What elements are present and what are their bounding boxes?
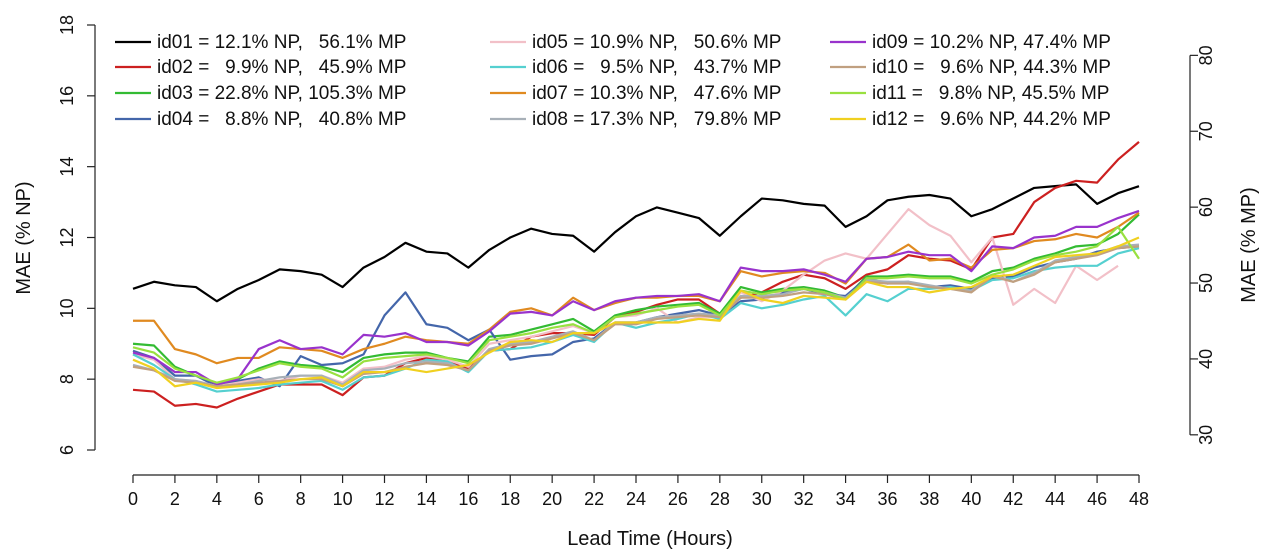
legend-label: id08 = 17.3% NP, 79.8% MP (532, 109, 781, 130)
x-tick-label: 14 (416, 489, 436, 509)
x-tick-label: 44 (1045, 489, 1065, 509)
series-line (133, 211, 1140, 365)
x-tick-label: 12 (374, 489, 394, 509)
y2-tick-label: 50 (1196, 273, 1216, 293)
legend-label: id02 = 9.9% NP, 45.9% MP (157, 57, 406, 78)
x-tick-label: 6 (254, 489, 264, 509)
y2-tick-label: 80 (1196, 45, 1216, 65)
legend-label: id05 = 10.9% NP, 50.6% MP (532, 32, 781, 53)
y-tick-label: 10 (57, 298, 77, 318)
x-tick-label: 16 (458, 489, 478, 509)
x-tick-label: 32 (794, 489, 814, 509)
x-tick-label: 20 (542, 489, 562, 509)
series-line (132, 183, 1140, 303)
x-axis-label: Lead Time (Hours) (567, 528, 733, 550)
x-tick-label: 8 (296, 489, 306, 509)
y2-axis-label: MAE (% MP) (1238, 187, 1260, 303)
legend-label: id04 = 8.8% NP, 40.8% MP (157, 109, 406, 130)
y-tick-label: 8 (57, 374, 77, 384)
legend-label: id10 = 9.6% NP, 44.3% MP (872, 57, 1111, 78)
x-tick-label: 38 (919, 489, 939, 509)
x-tick-label: 42 (1003, 489, 1023, 509)
x-tick-label: 0 (128, 489, 138, 509)
x-tick-label: 22 (584, 489, 604, 509)
series-line (132, 236, 1140, 390)
y2-tick-label: 70 (1196, 121, 1216, 141)
x-tick-label: 26 (668, 489, 688, 509)
legend-label: id11 = 9.8% NP, 45.5% MP (872, 83, 1109, 104)
series-line (132, 225, 1140, 384)
legend-label: id12 = 9.6% NP, 44.2% MP (872, 109, 1111, 130)
series-line (132, 208, 1119, 388)
series-line (132, 141, 1140, 409)
y2-tick-label: 60 (1196, 197, 1216, 217)
x-tick-label: 30 (752, 489, 772, 509)
y-tick-label: 16 (57, 86, 77, 106)
legend-label: id06 = 9.5% NP, 43.7% MP (532, 57, 781, 78)
legend-label: id01 = 12.1% NP, 56.1% MP (157, 32, 406, 53)
x-tick-label: 48 (1129, 489, 1149, 509)
x-tick-label: 4 (212, 489, 222, 509)
legend-label: id07 = 10.3% NP, 47.6% MP (532, 83, 781, 104)
x-tick-label: 10 (333, 489, 353, 509)
y2-tick-label: 30 (1196, 425, 1216, 445)
y-tick-label: 18 (57, 15, 77, 35)
x-tick-label: 36 (877, 489, 897, 509)
y-tick-label: 14 (57, 157, 77, 177)
y-axis-label: MAE (% NP) (13, 181, 35, 294)
series-line (132, 213, 1140, 386)
y2-tick-label: 40 (1196, 349, 1216, 369)
x-tick-label: 2 (170, 489, 180, 509)
x-tick-label: 34 (836, 489, 856, 509)
x-tick-label: 28 (710, 489, 730, 509)
y-tick-label: 6 (57, 445, 77, 455)
x-tick-label: 24 (626, 489, 646, 509)
x-tick-label: 46 (1087, 489, 1107, 509)
legend-label: id03 = 22.8% NP, 105.3% MP (157, 83, 406, 104)
x-tick-label: 40 (961, 489, 981, 509)
series-line (132, 209, 1140, 386)
x-tick-label: 18 (500, 489, 520, 509)
y-tick-label: 12 (57, 227, 77, 247)
legend-label: id09 = 10.2% NP, 47.4% MP (872, 32, 1111, 53)
